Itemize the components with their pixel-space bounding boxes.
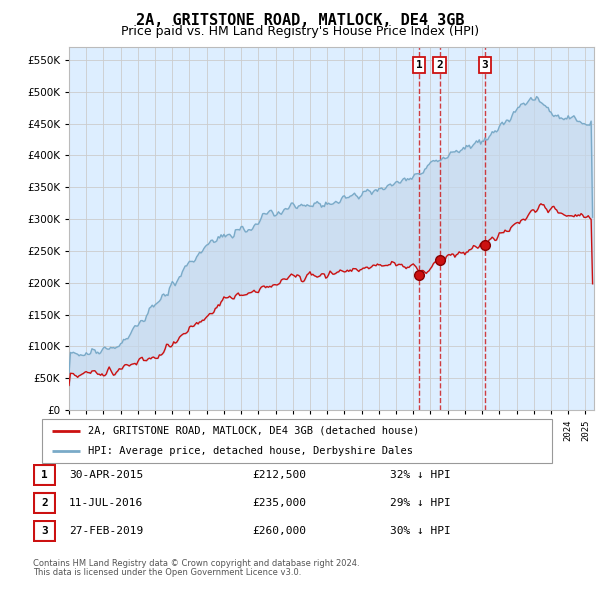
Text: 2: 2: [41, 498, 48, 507]
Text: 2A, GRITSTONE ROAD, MATLOCK, DE4 3GB (detached house): 2A, GRITSTONE ROAD, MATLOCK, DE4 3GB (de…: [88, 426, 419, 436]
Text: 3: 3: [41, 526, 48, 536]
Text: 1: 1: [416, 60, 422, 70]
Text: 30-APR-2015: 30-APR-2015: [69, 470, 143, 480]
Text: £235,000: £235,000: [252, 498, 306, 507]
FancyBboxPatch shape: [34, 465, 55, 485]
Text: Contains HM Land Registry data © Crown copyright and database right 2024.: Contains HM Land Registry data © Crown c…: [33, 559, 359, 568]
Text: 2: 2: [436, 60, 443, 70]
Text: 27-FEB-2019: 27-FEB-2019: [69, 526, 143, 536]
FancyBboxPatch shape: [42, 419, 552, 463]
Text: 3: 3: [481, 60, 488, 70]
Text: 29% ↓ HPI: 29% ↓ HPI: [390, 498, 451, 507]
Text: 30% ↓ HPI: 30% ↓ HPI: [390, 526, 451, 536]
Text: 11-JUL-2016: 11-JUL-2016: [69, 498, 143, 507]
Text: 32% ↓ HPI: 32% ↓ HPI: [390, 470, 451, 480]
Text: This data is licensed under the Open Government Licence v3.0.: This data is licensed under the Open Gov…: [33, 568, 301, 577]
Text: Price paid vs. HM Land Registry's House Price Index (HPI): Price paid vs. HM Land Registry's House …: [121, 25, 479, 38]
FancyBboxPatch shape: [34, 493, 55, 513]
Text: 1: 1: [41, 470, 48, 480]
Text: £260,000: £260,000: [252, 526, 306, 536]
Text: HPI: Average price, detached house, Derbyshire Dales: HPI: Average price, detached house, Derb…: [88, 446, 413, 456]
FancyBboxPatch shape: [34, 521, 55, 541]
Text: £212,500: £212,500: [252, 470, 306, 480]
Text: 2A, GRITSTONE ROAD, MATLOCK, DE4 3GB: 2A, GRITSTONE ROAD, MATLOCK, DE4 3GB: [136, 13, 464, 28]
